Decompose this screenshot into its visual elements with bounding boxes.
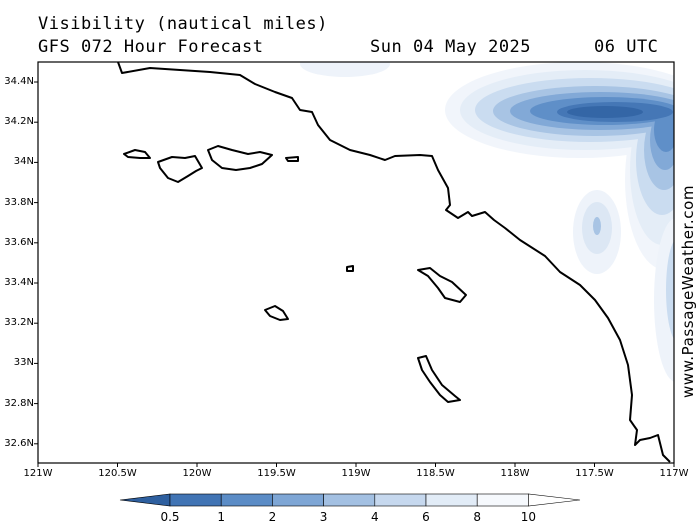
legend-label: 2 [268, 510, 277, 524]
lat-label: 32.8N [4, 397, 34, 409]
forecast-date: Sun 04 May 2025 [370, 37, 532, 57]
legend-swatch [476, 493, 529, 507]
axis-ticks [34, 81, 675, 467]
lat-label: 33.6N [4, 236, 34, 248]
legend-swatch-low [119, 493, 171, 507]
lat-label: 33N [13, 357, 34, 369]
lon-label: 119.5W [257, 468, 296, 479]
visibility-contours [300, 62, 674, 382]
legend-swatch [272, 493, 324, 507]
legend-label: 0.5 [160, 510, 180, 524]
legend-label: 8 [473, 510, 482, 524]
coastline [117, 62, 671, 463]
lon-label: 118W [500, 468, 530, 479]
legend-label: 1 [217, 510, 226, 524]
lon-label: 121W [23, 468, 53, 479]
lat-label: 34.2N [4, 116, 34, 128]
lat-label: 34.4N [4, 76, 34, 87]
lat-label: 34N [13, 156, 34, 168]
legend-label: 6 [422, 510, 430, 524]
lat-label: 33.4N [4, 277, 34, 288]
legend-label: 3 [319, 510, 328, 524]
legend-swatch [220, 493, 273, 507]
lon-label: 120W [182, 468, 212, 479]
watermark: www.PassageWeather.com [679, 184, 697, 398]
lon-label: 117.5W [575, 468, 614, 479]
forecast-label: GFS 072 Hour Forecast [38, 37, 264, 57]
legend-swatch [323, 493, 376, 507]
legend-swatch [425, 493, 478, 507]
forecast-time: 06 UTC [594, 37, 659, 57]
channel-islands [123, 145, 467, 403]
map-title: Visibility (nautical miles) [38, 14, 328, 34]
legend-swatch [374, 493, 427, 507]
lon-label: 119W [341, 468, 371, 479]
lon-label: 118.5W [416, 468, 455, 479]
legend-label: 10 [520, 510, 537, 524]
lon-label: 117W [659, 468, 689, 479]
legend-swatch-high [528, 493, 581, 507]
lat-label: 33.8N [4, 196, 34, 208]
legend-swatch [169, 493, 222, 507]
lon-label: 120.5W [98, 468, 137, 479]
lat-label: 33.2N [4, 317, 34, 329]
legend-colorbar [119, 493, 581, 507]
lat-label: 32.6N [4, 437, 34, 449]
legend-label: 4 [370, 510, 379, 524]
